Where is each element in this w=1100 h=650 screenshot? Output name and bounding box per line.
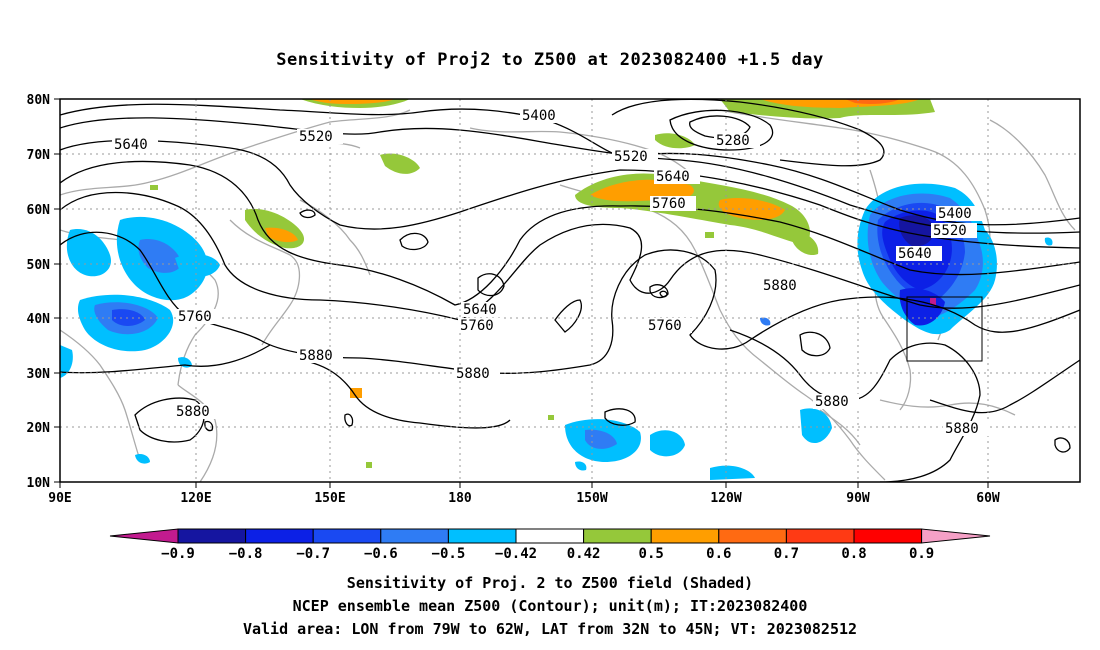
contour-label-5880-e: 5880: [815, 394, 849, 410]
colorbar-segment: [650, 528, 720, 544]
lon-label-150w: 150W: [576, 491, 607, 506]
lon-label-90w: 90W: [846, 491, 870, 506]
contour-label-5280: 5280: [716, 133, 750, 149]
contour-label-5640-d: 5640: [463, 302, 497, 318]
contour-label-5880-b: 5880: [299, 348, 333, 364]
colorbar-tick-label: 0.9: [909, 546, 934, 562]
colorbar-tick-label: −0.8: [229, 546, 263, 562]
lon-label-120w: 120W: [710, 491, 741, 506]
colorbar-segment: [312, 528, 382, 544]
lat-label-60n: 60N: [27, 203, 51, 218]
colorbar-segment: [785, 528, 855, 544]
lon-label-60w: 60W: [976, 491, 1000, 506]
lon-label-150e: 150E: [314, 491, 345, 506]
contour-label-5760-d: 5760: [648, 318, 682, 334]
colorbar-tick-label: −0.6: [364, 546, 398, 562]
caption-shading: Sensitivity of Proj. 2 to Z500 field (Sh…: [346, 574, 754, 592]
caption-contour: NCEP ensemble mean Z500 (Contour); unit(…: [292, 597, 808, 615]
contour-label-5880-f: 5880: [945, 421, 979, 437]
colorbar-left-tip: [109, 528, 179, 544]
colorbar-segment: [718, 528, 787, 544]
contour-labels: 5400 5280 5520 5640 5520 5640: [112, 108, 989, 437]
contour-label-5760-c: 5760: [178, 309, 212, 325]
colorbar-tick-label: −0.5: [432, 546, 466, 562]
colorbar-tick-label: 0.5: [639, 546, 664, 562]
colorbar: −0.9 −0.8 −0.7 −0.6 −0.5 −0.42 0.42 0.5 0.6 0.7 0.…: [109, 528, 991, 562]
contour-label-5520-a: 5520: [299, 129, 333, 145]
contour-label-5760-a: 5760: [652, 196, 686, 212]
z500-contours: [60, 99, 1080, 482]
colorbar-tick-label: 0.42: [567, 546, 601, 562]
lat-label-20n: 20N: [27, 421, 51, 436]
lon-label-120e: 120E: [180, 491, 211, 506]
contour-label-5760-b: 5760: [460, 318, 494, 334]
colorbar-segment: [447, 528, 517, 544]
contour-label-5520-b: 5520: [614, 149, 648, 165]
lat-label-30n: 30N: [27, 367, 51, 382]
colorbar-tick-label: 0.6: [706, 546, 731, 562]
colorbar-tick-label: −0.42: [495, 546, 537, 562]
map-title: Sensitivity of Proj2 to Z500 at 20230824…: [276, 50, 824, 70]
lon-label-180: 180: [448, 491, 472, 506]
valid-area-box: [906, 296, 983, 362]
contour-label-5640-c: 5640: [898, 246, 932, 262]
colorbar-tick-label: 0.7: [774, 546, 799, 562]
contour-label-5880-c: 5880: [456, 366, 490, 382]
contour-label-5880-a: 5880: [763, 278, 797, 294]
contour-label-5880-d: 5880: [176, 404, 210, 420]
axis-ticks: [54, 98, 989, 488]
colorbar-tick-label: −0.7: [296, 546, 330, 562]
lat-axis: 80N 70N 60N 50N 40N 30N 20N 10N: [27, 93, 51, 491]
colorbar-segment: [245, 528, 314, 544]
lon-axis: 90E 120E 150E 180 150W 120W 90W 60W: [48, 491, 1000, 506]
colorbar-tick-label: −0.9: [161, 546, 195, 562]
caption-valid-area: Valid area: LON from 79W to 62W, LAT fro…: [242, 620, 858, 638]
colorbar-segment: [177, 528, 247, 544]
colorbar-segment: [515, 528, 585, 544]
colorbar-segment: [853, 528, 923, 544]
lat-label-80n: 80N: [27, 93, 51, 108]
lat-label-10n: 10N: [27, 476, 51, 491]
contour-label-5400-a: 5400: [522, 108, 556, 124]
plot-frame: [59, 98, 1081, 483]
colorbar-tick-label: 0.8: [841, 546, 866, 562]
colorbar-segment: [583, 528, 652, 544]
lon-label-90e: 90E: [48, 491, 71, 506]
sensitivity-shading: [60, 99, 1053, 480]
lat-label-70n: 70N: [27, 148, 51, 163]
colorbar-segment: [380, 528, 449, 544]
contour-label-5400-b: 5400: [938, 206, 972, 222]
contour-label-5520-c: 5520: [933, 223, 967, 239]
contour-label-5640-b: 5640: [656, 169, 690, 185]
lat-label-50n: 50N: [27, 258, 51, 273]
colorbar-right-tip: [921, 528, 991, 544]
lat-label-40n: 40N: [27, 312, 51, 327]
grid-lines: [60, 99, 1080, 482]
contour-label-5640-a: 5640: [114, 137, 148, 153]
